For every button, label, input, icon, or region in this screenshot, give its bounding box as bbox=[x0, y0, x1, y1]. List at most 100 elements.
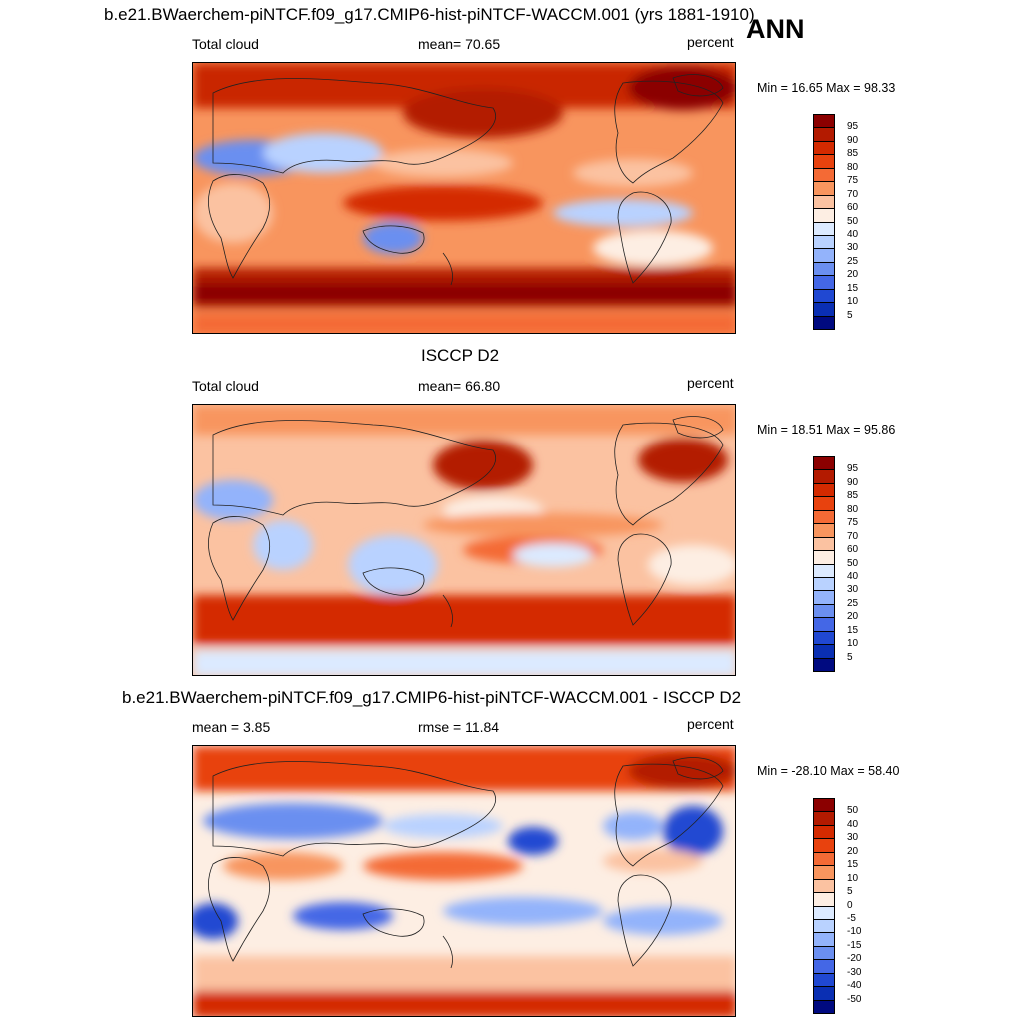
panel-1-minmax: Min = 16.65 Max = 98.33 bbox=[757, 81, 896, 95]
colorbar-tick-label: 95 bbox=[847, 121, 859, 133]
colorbar-swatch bbox=[813, 315, 835, 330]
colorbar-tick-label: 40 bbox=[847, 570, 859, 582]
colorbar-swatch bbox=[813, 496, 835, 511]
colorbar-swatch bbox=[813, 972, 835, 988]
colorbar-swatch bbox=[813, 523, 835, 538]
colorbar-tick-label: 40 bbox=[847, 228, 859, 240]
colorbar-swatch bbox=[813, 221, 835, 236]
colorbar-tick-label: 90 bbox=[847, 476, 859, 488]
colorbar-swatch bbox=[813, 550, 835, 565]
colorbar-tick-label: 30 bbox=[847, 242, 859, 254]
colorbar-tick-label: 50 bbox=[847, 805, 859, 817]
colorbar-tick-label: 85 bbox=[847, 148, 859, 160]
colorbar-swatch bbox=[813, 865, 835, 880]
panel-2-mean-label: mean= 66.80 bbox=[418, 378, 501, 394]
panel-3-colorbar: 50 40 30 20 15 10 5 0 -5 -10 -15 -20 -30 -40 -50 bbox=[813, 798, 861, 1014]
colorbar-swatch bbox=[813, 576, 835, 592]
colorbar-swatch bbox=[813, 509, 835, 525]
colorbar-tick-label: -10 bbox=[847, 926, 862, 938]
colorbar-swatch bbox=[813, 811, 835, 826]
colorbar-swatch bbox=[813, 905, 835, 920]
colorbar-tick-label: 80 bbox=[847, 161, 859, 173]
colorbar-swatch bbox=[813, 878, 835, 894]
colorbar-swatch bbox=[813, 838, 835, 853]
colorbar-tick-label: -5 bbox=[847, 912, 856, 924]
colorbar-tick-label: 85 bbox=[847, 490, 859, 502]
colorbar-tick-label: 60 bbox=[847, 202, 859, 214]
colorbar-swatch bbox=[813, 288, 835, 304]
colorbar-tick-label: -20 bbox=[847, 953, 862, 965]
panel-3-map-svg bbox=[193, 746, 735, 1016]
colorbar-swatch bbox=[813, 959, 835, 974]
colorbar-swatch bbox=[813, 617, 835, 632]
colorbar-swatch bbox=[813, 918, 835, 934]
panel-1-title: b.e21.BWaerchem-piNTCF.f09_g17.CMIP6-his… bbox=[104, 5, 755, 24]
colorbar-swatch bbox=[813, 932, 835, 947]
colorbar-swatch bbox=[813, 456, 835, 471]
colorbar-tick-label: 5 bbox=[847, 886, 853, 898]
colorbar-swatch bbox=[813, 630, 835, 646]
colorbar-tick-label: -40 bbox=[847, 980, 862, 992]
colorbar-tick-label: 75 bbox=[847, 517, 859, 529]
colorbar-tick-label: 80 bbox=[847, 503, 859, 515]
colorbar-swatch bbox=[813, 181, 835, 196]
panel-2-map bbox=[192, 404, 736, 676]
colorbar-tick-label: 50 bbox=[847, 215, 859, 227]
panel-1-mean-label: mean= 70.65 bbox=[418, 36, 501, 52]
panel-3-map bbox=[192, 745, 736, 1017]
panel-3-mean-label: mean = 3.85 bbox=[192, 719, 271, 735]
colorbar-swatch bbox=[813, 261, 835, 277]
colorbar-swatch bbox=[813, 536, 835, 552]
colorbar-swatch bbox=[813, 140, 835, 156]
colorbar-tick-label: 10 bbox=[847, 872, 859, 884]
colorbar-swatch bbox=[813, 851, 835, 867]
colorbar-tick-label: 20 bbox=[847, 845, 859, 857]
colorbar-tick-label: -15 bbox=[847, 939, 862, 951]
colorbar-swatch bbox=[813, 208, 835, 223]
panel-1-colorbar: 95 90 85 80 75 70 60 50 40 30 25 20 15 10 5 bbox=[813, 114, 858, 330]
colorbar-swatch bbox=[813, 469, 835, 484]
colorbar-swatch bbox=[813, 657, 835, 672]
colorbar-tick-label: 5 bbox=[847, 309, 853, 321]
colorbar-tick-label: 70 bbox=[847, 188, 859, 200]
colorbar-swatch bbox=[813, 999, 835, 1014]
colorbar-swatch bbox=[813, 892, 835, 907]
colorbar-swatch bbox=[813, 563, 835, 578]
colorbar-tick-label: 5 bbox=[847, 651, 853, 663]
colorbar-tick-label: 60 bbox=[847, 544, 859, 556]
colorbar-swatch bbox=[813, 114, 835, 129]
panel-1-map bbox=[192, 62, 736, 334]
colorbar-swatch bbox=[813, 194, 835, 210]
colorbar-swatch bbox=[813, 127, 835, 142]
colorbar-tick-label: -50 bbox=[847, 993, 862, 1005]
colorbar-tick-label: 40 bbox=[847, 818, 859, 830]
colorbar-tick-label: 50 bbox=[847, 557, 859, 569]
colorbar-swatch bbox=[813, 824, 835, 840]
colorbar-swatch bbox=[813, 482, 835, 498]
panel-3-title: b.e21.BWaerchem-piNTCF.f09_g17.CMIP6-his… bbox=[122, 688, 742, 707]
panel-2-title: ISCCP D2 bbox=[421, 346, 500, 365]
panel-3-minmax: Min = -28.10 Max = 58.40 bbox=[757, 764, 900, 778]
colorbar-tick-label: -30 bbox=[847, 966, 862, 978]
panel-2-coastlines bbox=[208, 416, 724, 628]
colorbar-tick-label: 15 bbox=[847, 859, 859, 871]
panel-1-map-svg bbox=[193, 63, 735, 333]
colorbar-swatch bbox=[813, 234, 835, 250]
panel-3-coastlines bbox=[208, 757, 724, 969]
colorbar-tick-label: 20 bbox=[847, 269, 859, 281]
colorbar-swatch bbox=[813, 154, 835, 169]
colorbar-tick-label: 25 bbox=[847, 597, 859, 609]
panel-2-minmax: Min = 18.51 Max = 95.86 bbox=[757, 423, 896, 437]
colorbar-swatch bbox=[813, 603, 835, 619]
panel-1-units-label: percent bbox=[687, 34, 734, 50]
panel-2-map-svg bbox=[193, 405, 735, 675]
colorbar-swatch bbox=[813, 590, 835, 605]
colorbar-tick-label: 75 bbox=[847, 175, 859, 187]
colorbar-tick-label: 70 bbox=[847, 530, 859, 542]
panel-2-colorbar: 95 90 85 80 75 70 60 50 40 30 25 20 15 10 5 bbox=[813, 456, 858, 672]
colorbar-tick-label: 15 bbox=[847, 624, 859, 636]
panel-2-variable-label: Total cloud bbox=[192, 378, 259, 394]
colorbar-swatch bbox=[813, 248, 835, 263]
colorbar-tick-label: 15 bbox=[847, 282, 859, 294]
colorbar-swatch bbox=[813, 986, 835, 1001]
